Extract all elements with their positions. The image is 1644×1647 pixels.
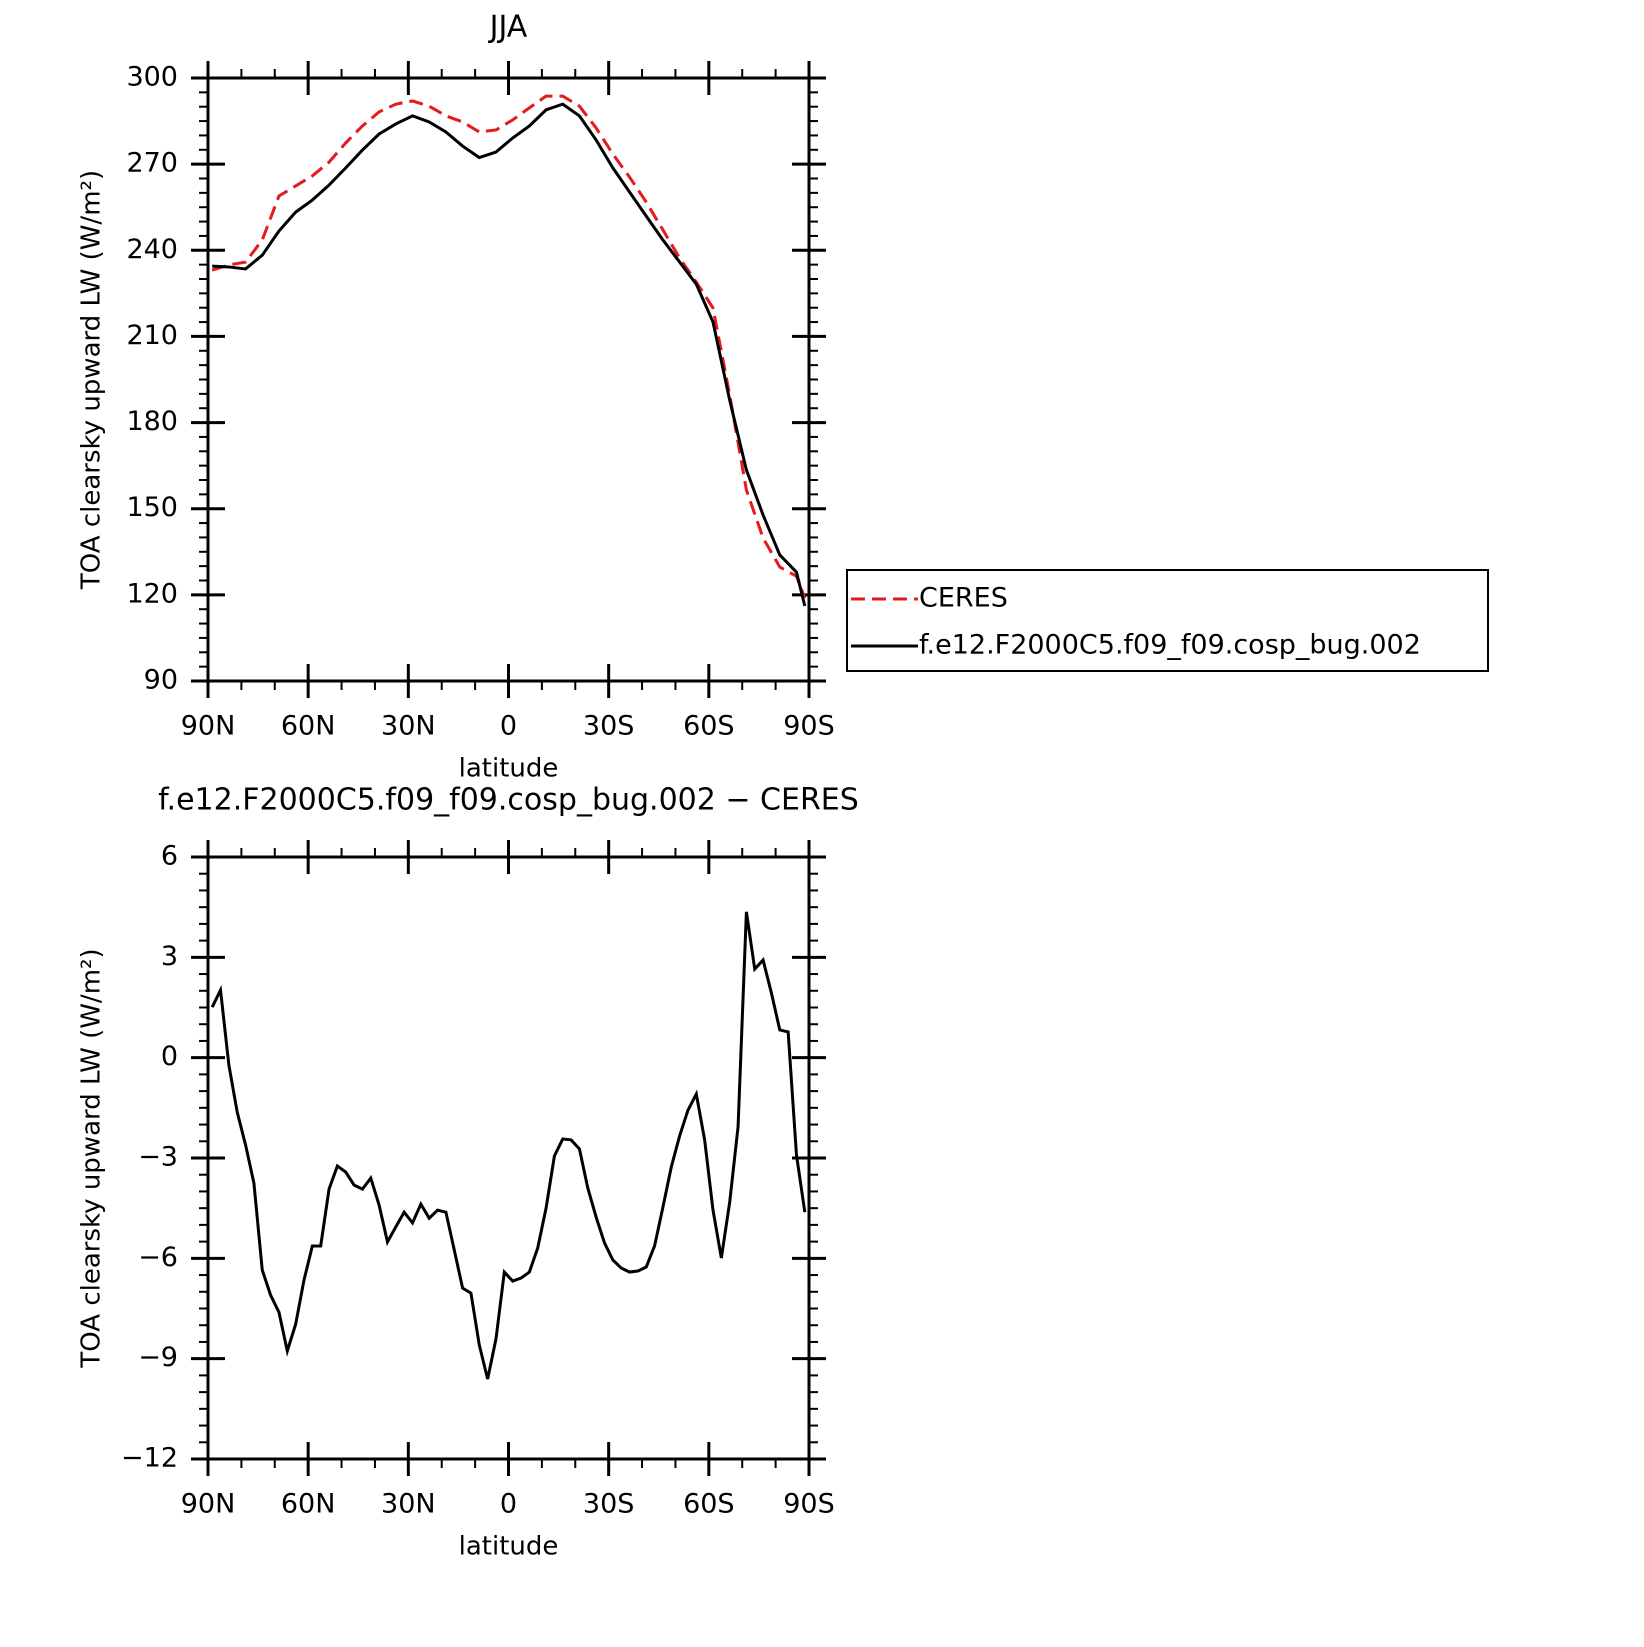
x-tick-label: 60S	[683, 1489, 735, 1520]
x-tick-label: 90S	[783, 711, 835, 742]
data-line	[211, 94, 807, 599]
x-tick-label: 60N	[281, 1489, 336, 1520]
y-tick-label: 180	[126, 406, 178, 437]
chart-title: f.e12.F2000C5.f09_f09.cosp_bug.002 − CER…	[158, 783, 859, 818]
y-axis-label: TOA clearsky upward LW (W/m²)	[77, 170, 107, 590]
y-tick-label: 270	[126, 148, 178, 179]
y-tick-label: 6	[161, 841, 178, 872]
y-tick-label: −3	[138, 1142, 178, 1173]
x-tick-label: 60S	[683, 711, 735, 742]
y-tick-label: 0	[161, 1041, 178, 1072]
x-tick-label: 30S	[583, 1489, 635, 1520]
y-tick-label: 120	[126, 578, 178, 609]
x-tick-label: 30S	[583, 711, 635, 742]
panel: JJA 90 120 150 180 210 240 270 300 90N 60N 30N 0 30S 6…	[77, 10, 1489, 784]
y-tick-label: −6	[138, 1242, 178, 1273]
y-tick-label: −12	[121, 1443, 178, 1474]
x-tick-label: 90S	[783, 1489, 835, 1520]
plot-frame	[206, 76, 811, 683]
y-tick-label: −9	[138, 1342, 178, 1373]
x-tick-label: 90N	[181, 711, 236, 742]
x-axis-label: latitude	[459, 754, 559, 784]
y-tick-label: 90	[144, 665, 178, 696]
data-line	[210, 911, 807, 1380]
plot-frame	[206, 855, 811, 1461]
y-tick-label: 300	[126, 62, 178, 93]
y-tick-label: 3	[161, 941, 178, 972]
x-axis-label: latitude	[459, 1532, 559, 1562]
x-tick-label: 90N	[181, 1489, 236, 1520]
data-line	[212, 102, 807, 607]
chart-title: JJA	[488, 10, 528, 45]
x-tick-label: 0	[500, 711, 517, 742]
y-axis-label: TOA clearsky upward LW (W/m²)	[77, 948, 107, 1368]
x-tick-label: 0	[500, 1489, 517, 1520]
y-tick-label: 150	[126, 492, 178, 523]
legend-label: CERES	[919, 583, 1008, 614]
legend-box	[846, 569, 1489, 672]
x-tick-label: 30N	[381, 1489, 436, 1520]
panel: f.e12.F2000C5.f09_f09.cosp_bug.002 − CER…	[77, 783, 859, 1562]
y-tick-label: 210	[126, 320, 178, 351]
y-tick-label: 240	[126, 234, 178, 265]
x-tick-label: 30N	[381, 711, 436, 742]
legend-label: f.e12.F2000C5.f09_f09.cosp_bug.002	[919, 630, 1421, 661]
x-tick-label: 60N	[281, 711, 336, 742]
